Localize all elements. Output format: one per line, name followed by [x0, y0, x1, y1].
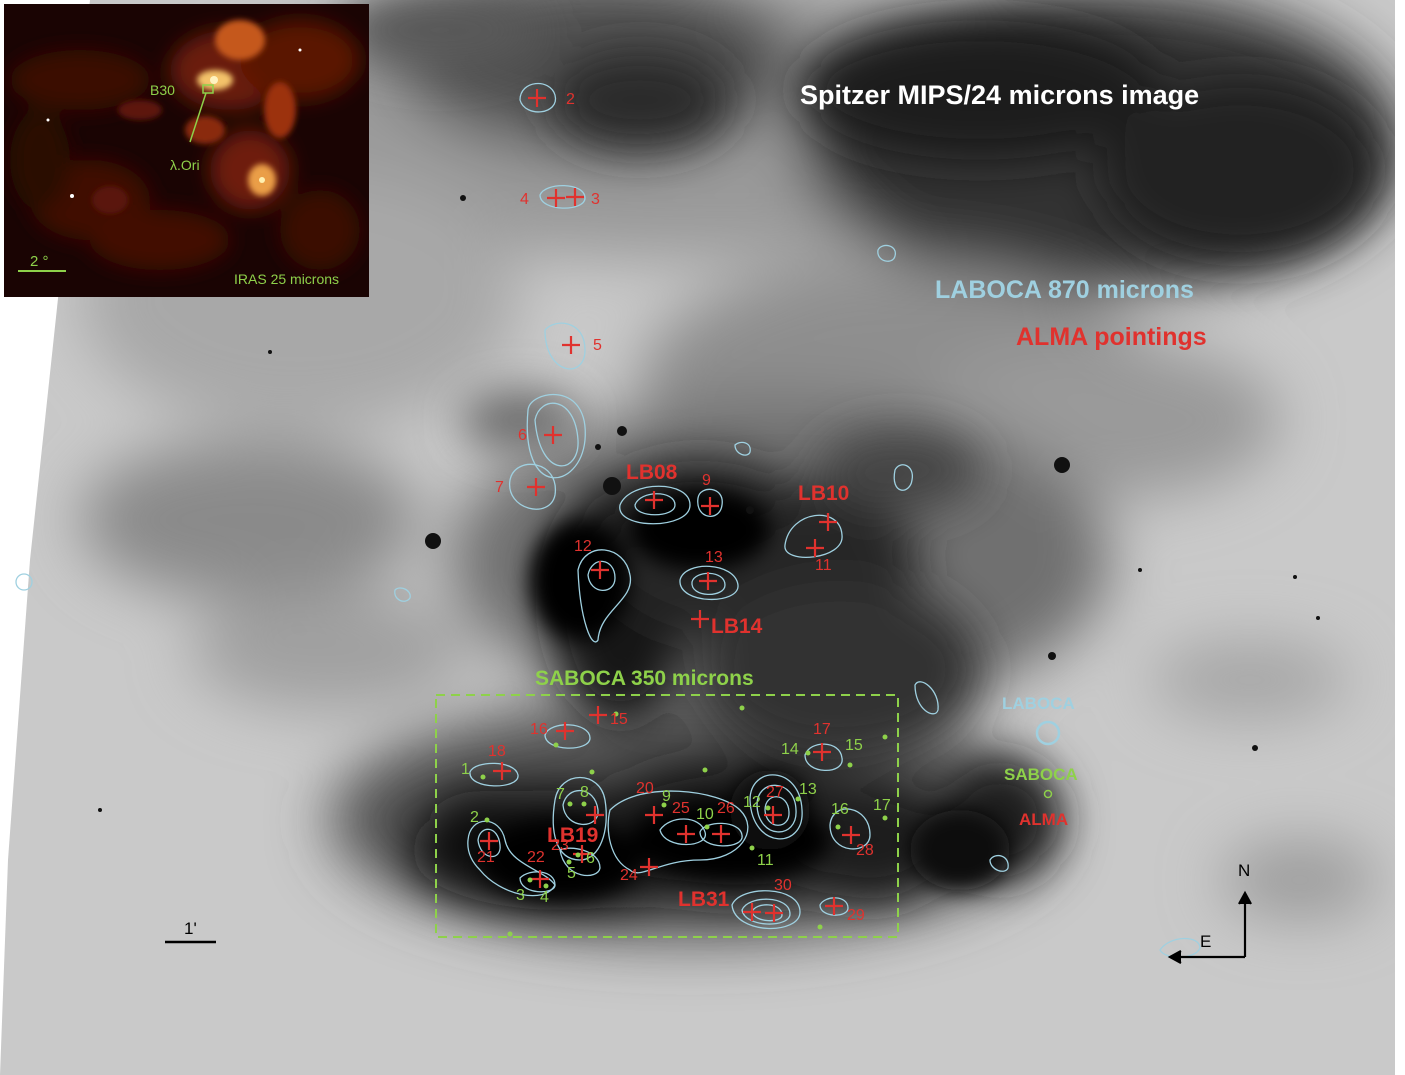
- inset-scale-label: 2 °: [30, 253, 49, 270]
- alma-label: LB14: [711, 615, 763, 638]
- alma-label: 29: [847, 907, 865, 924]
- beam-label-laboca: LABOCA: [1002, 694, 1075, 713]
- beam-label-alma: ALMA: [1019, 810, 1068, 829]
- alma-label: LB31: [678, 888, 730, 911]
- saboca-beam-marker: [1043, 789, 1053, 799]
- saboca-label: 12: [743, 794, 761, 811]
- inset-b30-label: B30: [150, 82, 175, 98]
- saboca-label: 16: [831, 801, 849, 818]
- alma-label: 3: [591, 191, 600, 208]
- saboca-label: 15: [845, 737, 863, 754]
- saboca-label: 11: [757, 852, 774, 869]
- alma-label: 26: [717, 800, 735, 817]
- legend-alma: ALMA pointings: [1016, 323, 1207, 351]
- alma-label: 9: [702, 472, 711, 489]
- alma-label: 30: [774, 877, 792, 894]
- alma-label: 20: [636, 780, 654, 797]
- alma-label: 16: [530, 721, 548, 738]
- alma-label: 11: [815, 557, 832, 574]
- compass-north: N: [1238, 861, 1250, 880]
- inset-caption: IRAS 25 microns: [234, 271, 339, 287]
- stars: [98, 195, 1320, 812]
- saboca-label: 13: [799, 781, 817, 798]
- alma-label: 17: [813, 721, 831, 738]
- alma-label: LB19: [547, 824, 598, 847]
- saboca-sources: [480, 705, 888, 937]
- alma-label: 27: [766, 784, 784, 801]
- saboca-label: 7: [556, 786, 565, 803]
- alma-label: 7: [495, 479, 504, 496]
- saboca-label: 3: [516, 887, 525, 904]
- saboca-label: 14: [781, 741, 799, 758]
- saboca-label: 8: [580, 784, 589, 801]
- alma-label: 25: [672, 800, 690, 817]
- inset-lambda-ori-label: λ.Ori: [170, 157, 200, 173]
- legend-saboca: SABOCA 350 microns: [535, 667, 754, 690]
- alma-label: 18: [488, 743, 506, 760]
- alma-label: 6: [518, 427, 527, 444]
- saboca-labels: 1 2 3 4 5 6 7 8 9 10 11 12 13 14 15 16 1…: [461, 737, 891, 906]
- alma-label: 24: [620, 867, 638, 884]
- scale-bar-label: 1': [184, 919, 197, 938]
- alma-label: 22: [527, 849, 545, 866]
- alma-label: 15: [610, 711, 628, 728]
- alma-label: 5: [593, 337, 602, 354]
- alma-label: 2: [566, 91, 575, 108]
- saboca-label: 17: [873, 797, 891, 814]
- alma-label: 13: [705, 549, 723, 566]
- legend-laboca: LABOCA 870 microns: [935, 276, 1194, 304]
- inset-iras-image: B30 λ.Ori 2 ° IRAS 25 microns: [4, 4, 369, 297]
- saboca-region-box: [435, 694, 899, 938]
- alma-label: 12: [574, 538, 592, 555]
- laboca-contours: [15, 82, 1201, 958]
- alma-labels: 2 3 4 5 6 7 LB08 9 LB10 11 12 13 LB14 15…: [477, 91, 874, 924]
- saboca-label: 2: [470, 809, 479, 826]
- compass: [1167, 890, 1252, 964]
- saboca-label: 9: [662, 788, 671, 805]
- alma-pointings: [480, 89, 860, 922]
- saboca-label: 4: [540, 889, 549, 906]
- scale-bar: 1': [165, 919, 216, 944]
- saboca-label: 6: [586, 850, 595, 867]
- alma-label: 4: [520, 191, 529, 208]
- alma-label: 21: [477, 849, 495, 866]
- saboca-label: 1: [461, 761, 470, 778]
- saboca-label: 10: [696, 806, 714, 823]
- title: Spitzer MIPS/24 microns image: [800, 80, 1199, 110]
- beam-label-saboca: SABOCA: [1004, 765, 1078, 784]
- alma-label: 28: [856, 842, 874, 859]
- saboca-label: 5: [567, 865, 576, 882]
- alma-label: LB10: [798, 482, 849, 505]
- alma-label: LB08: [626, 461, 678, 484]
- alma-label: 23: [551, 837, 569, 854]
- compass-east: E: [1200, 932, 1211, 951]
